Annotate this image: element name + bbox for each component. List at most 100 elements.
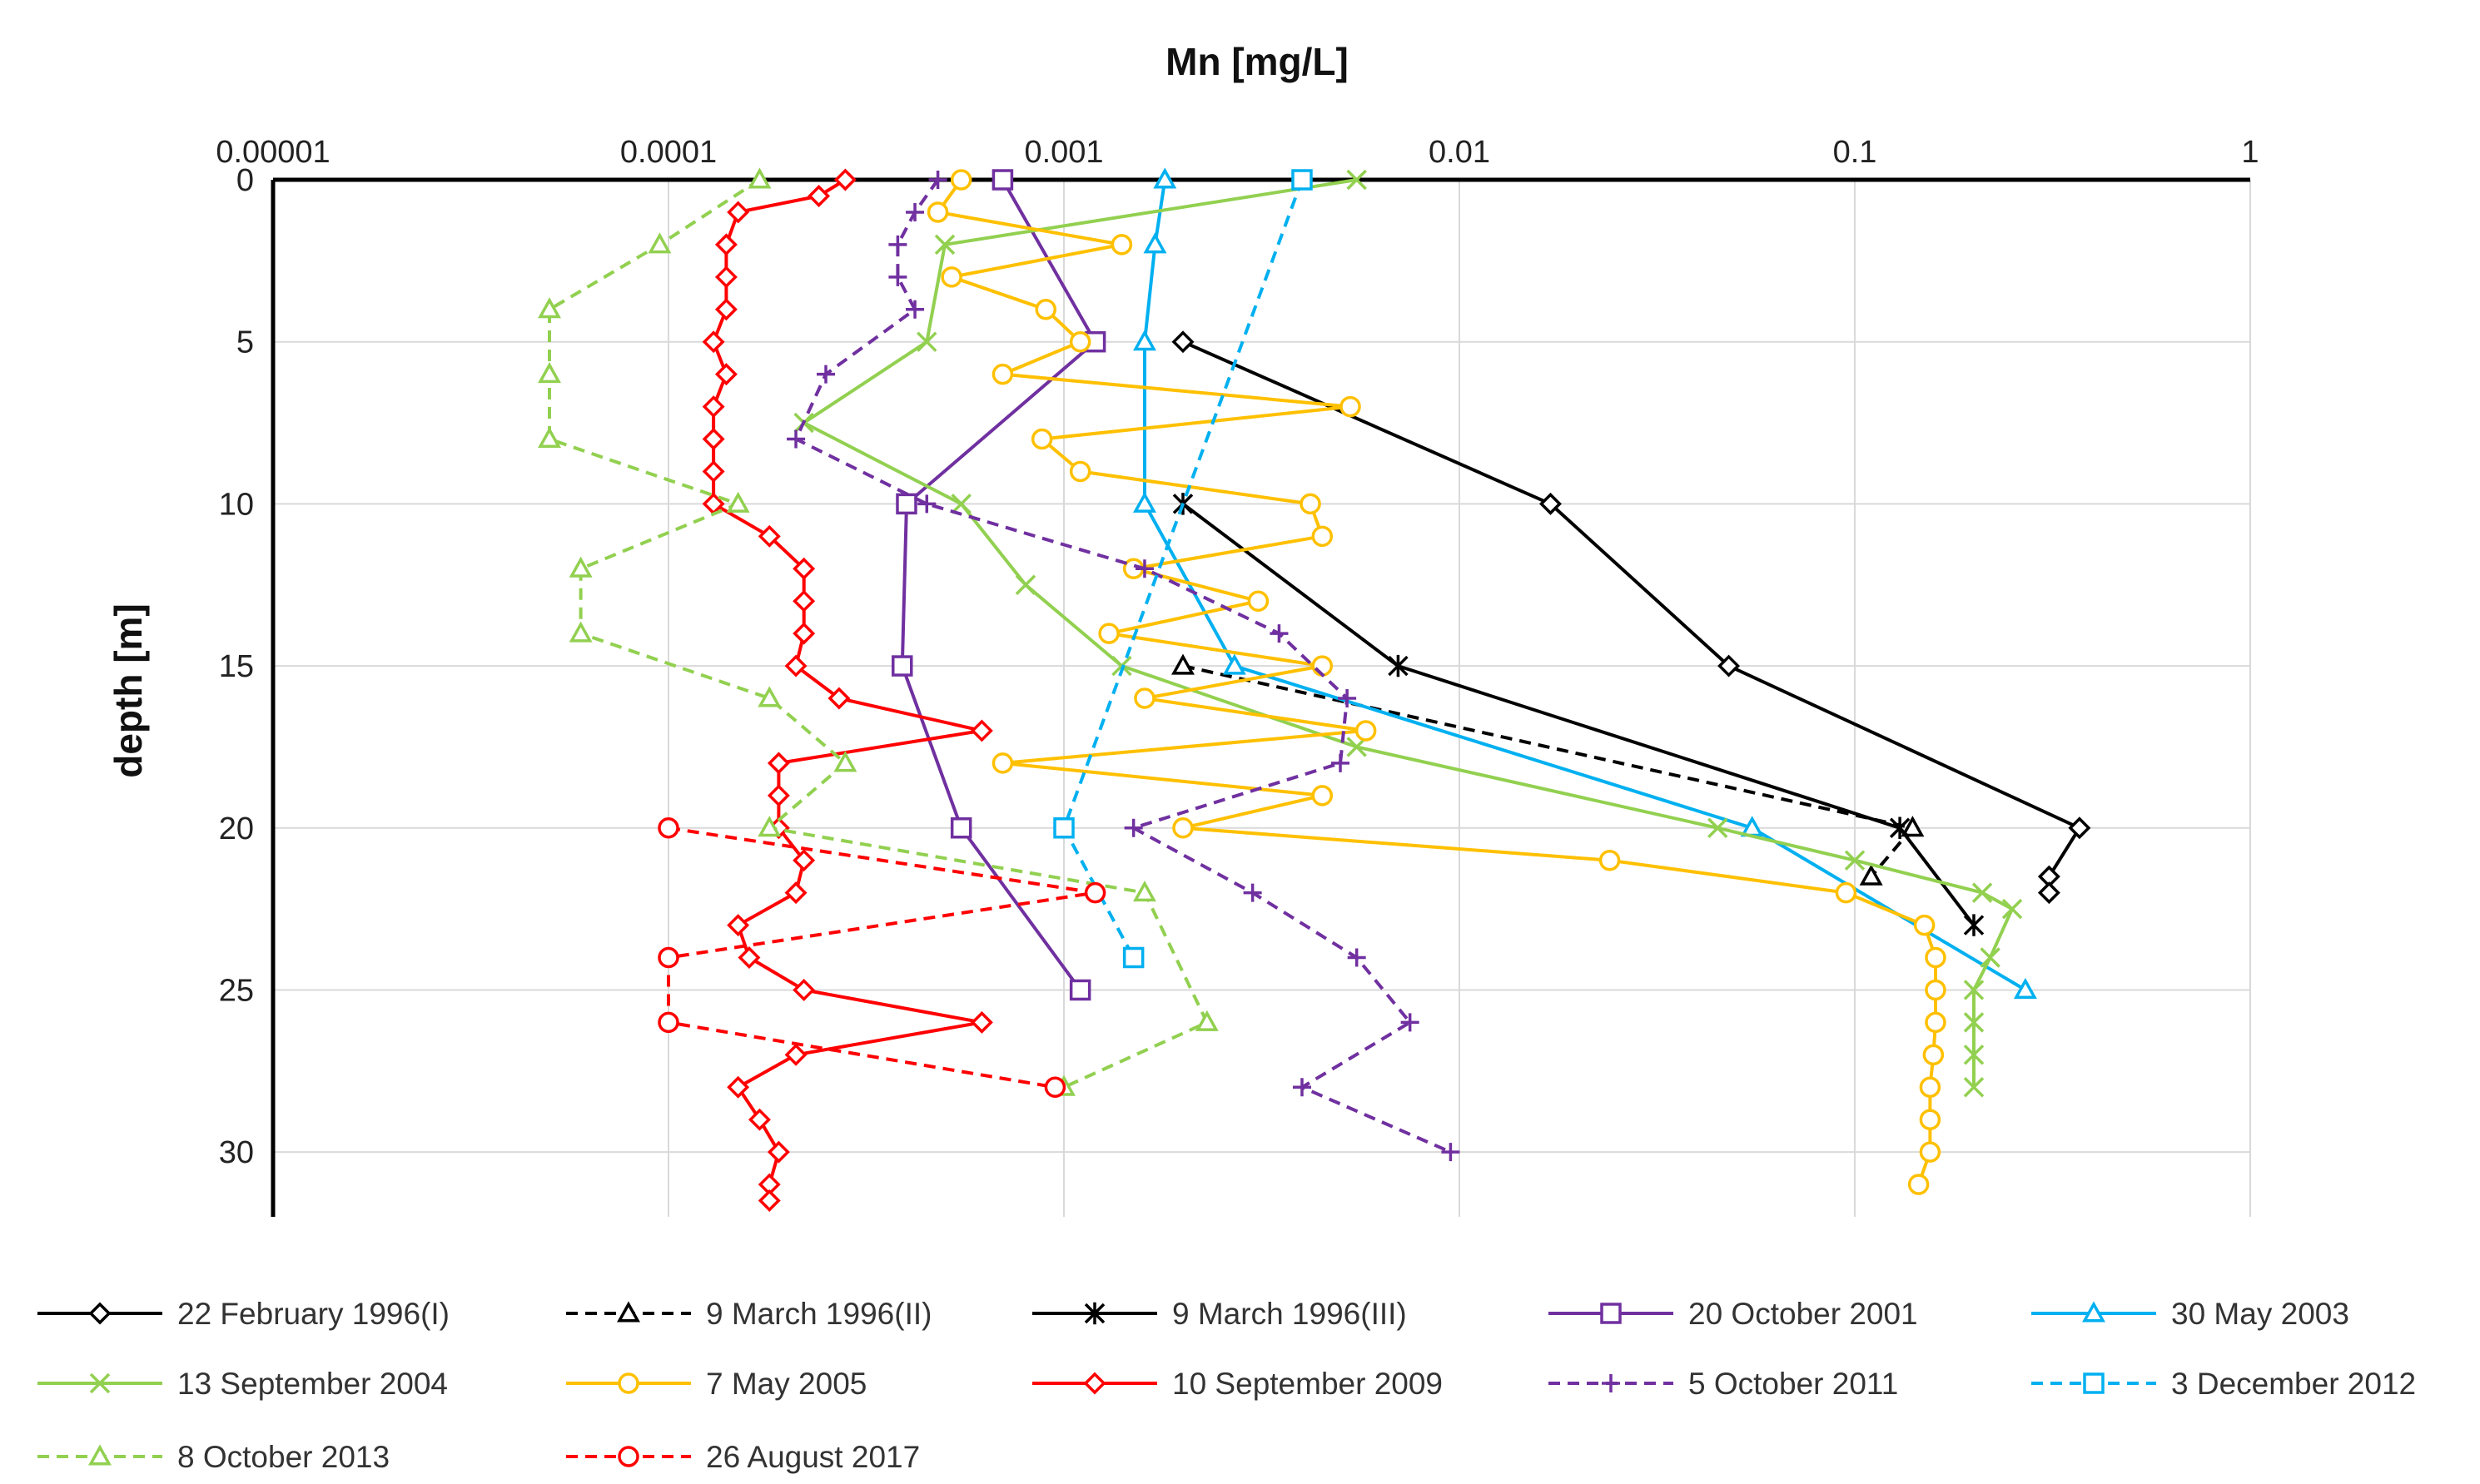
x-tick-label: 0.00001	[216, 135, 330, 170]
legend-label: 26 August 2017	[706, 1440, 920, 1474]
series-2	[1171, 653, 1925, 886]
data-point	[727, 1075, 750, 1099]
data-point	[793, 849, 816, 872]
data-point	[727, 201, 750, 224]
series-6	[793, 169, 2023, 1098]
legend: 22 February 1996(I) 9 March 1996(II) 9 Mar…	[37, 1297, 2416, 1474]
data-point	[1098, 623, 1120, 644]
legend-label: 30 May 2003	[2171, 1297, 2349, 1331]
data-point	[917, 331, 937, 352]
legend-entry: 3 December 2012	[2031, 1367, 2416, 1401]
data-point	[702, 330, 725, 354]
data-point	[1844, 850, 1866, 871]
legend-swatch-marker	[618, 1446, 639, 1467]
data-point	[648, 232, 672, 254]
legend-entry: 22 February 1996(I)	[37, 1297, 450, 1331]
data-point	[888, 235, 907, 254]
data-point	[1907, 1174, 1930, 1195]
data-point	[702, 395, 725, 419]
data-point	[1069, 979, 1091, 1001]
data-point	[1292, 1078, 1311, 1097]
legend-label: 22 February 1996(I)	[177, 1297, 450, 1331]
data-point	[714, 266, 738, 289]
data-point	[1084, 881, 1106, 904]
legend-label: 7 May 2005	[706, 1367, 867, 1401]
y-tick-label: 0	[236, 163, 254, 198]
data-point	[1859, 864, 1883, 886]
data-point	[917, 494, 937, 514]
data-point	[1135, 559, 1154, 578]
x-tick-label: 0.0001	[620, 135, 717, 170]
series-9	[787, 171, 1460, 1162]
data-point	[1598, 849, 1621, 871]
y-tick-label: 5	[236, 325, 254, 360]
data-point	[934, 234, 956, 256]
data-point	[970, 1010, 993, 1034]
data-point	[1015, 574, 1036, 595]
series-4	[892, 169, 1106, 1001]
data-point	[1925, 946, 1946, 969]
series-10	[1053, 169, 1313, 969]
data-point	[1901, 816, 1925, 837]
data-point	[758, 816, 782, 837]
series-3	[1172, 493, 1985, 936]
x-tick-label: 1	[2241, 135, 2259, 170]
data-point	[767, 752, 790, 775]
data-point	[1400, 1013, 1419, 1032]
data-point	[658, 1011, 679, 1034]
data-point	[1311, 525, 1334, 548]
data-point	[1132, 330, 1156, 351]
data-point	[950, 169, 972, 191]
series-7	[927, 169, 1946, 1195]
data-point	[950, 817, 972, 839]
legend-label: 5 October 2011	[1688, 1367, 1898, 1401]
legend-label: 9 March 1996(III)	[1172, 1297, 1407, 1331]
data-point	[1124, 818, 1143, 837]
data-point	[992, 752, 1014, 774]
data-point	[727, 914, 750, 937]
data-point	[758, 1189, 781, 1213]
data-point	[928, 171, 947, 189]
data-point	[1963, 1012, 1985, 1033]
data-point	[970, 719, 993, 742]
data-point	[1963, 1045, 1985, 1065]
data-point	[1222, 653, 1246, 675]
data-point	[726, 491, 750, 513]
data-point	[808, 184, 831, 207]
data-point	[1707, 817, 1728, 838]
data-point	[992, 363, 1014, 385]
data-point	[1971, 882, 1993, 903]
legend-entry: 9 March 1996(III)	[1032, 1297, 1407, 1331]
data-point	[2037, 881, 2060, 905]
legend-entry: 8 October 2013	[37, 1440, 390, 1474]
data-point	[1919, 1109, 1941, 1130]
data-point	[1925, 979, 1946, 1001]
data-point	[714, 363, 738, 386]
y-tick-label: 30	[219, 1135, 254, 1170]
x-tick-label: 0.001	[1024, 135, 1103, 170]
data-point	[738, 946, 761, 969]
data-point	[1919, 1141, 1941, 1163]
data-point	[1339, 395, 1361, 418]
legend-label: 3 December 2012	[2171, 1367, 2416, 1401]
series-8	[702, 168, 993, 1213]
data-point	[992, 169, 1014, 191]
x-tick-label: 0.1	[1833, 135, 1877, 170]
series-11	[538, 167, 1219, 1096]
data-point	[2068, 816, 2091, 840]
data-point	[1980, 947, 2000, 968]
data-point	[1153, 167, 1177, 189]
data-point	[1538, 492, 1562, 515]
data-point	[2001, 898, 2023, 920]
data-point	[896, 493, 917, 515]
data-point	[1388, 654, 1409, 677]
legend-label: 8 October 2013	[177, 1440, 390, 1474]
data-point	[1132, 881, 1156, 902]
data-point	[758, 524, 781, 548]
legend-swatch-marker	[1600, 1303, 1622, 1324]
legend-label: 9 March 1996(II)	[706, 1297, 932, 1331]
legend-entry: 9 March 1996(II)	[566, 1297, 932, 1331]
data-point	[1925, 1011, 1946, 1034]
data-point	[1331, 753, 1350, 772]
